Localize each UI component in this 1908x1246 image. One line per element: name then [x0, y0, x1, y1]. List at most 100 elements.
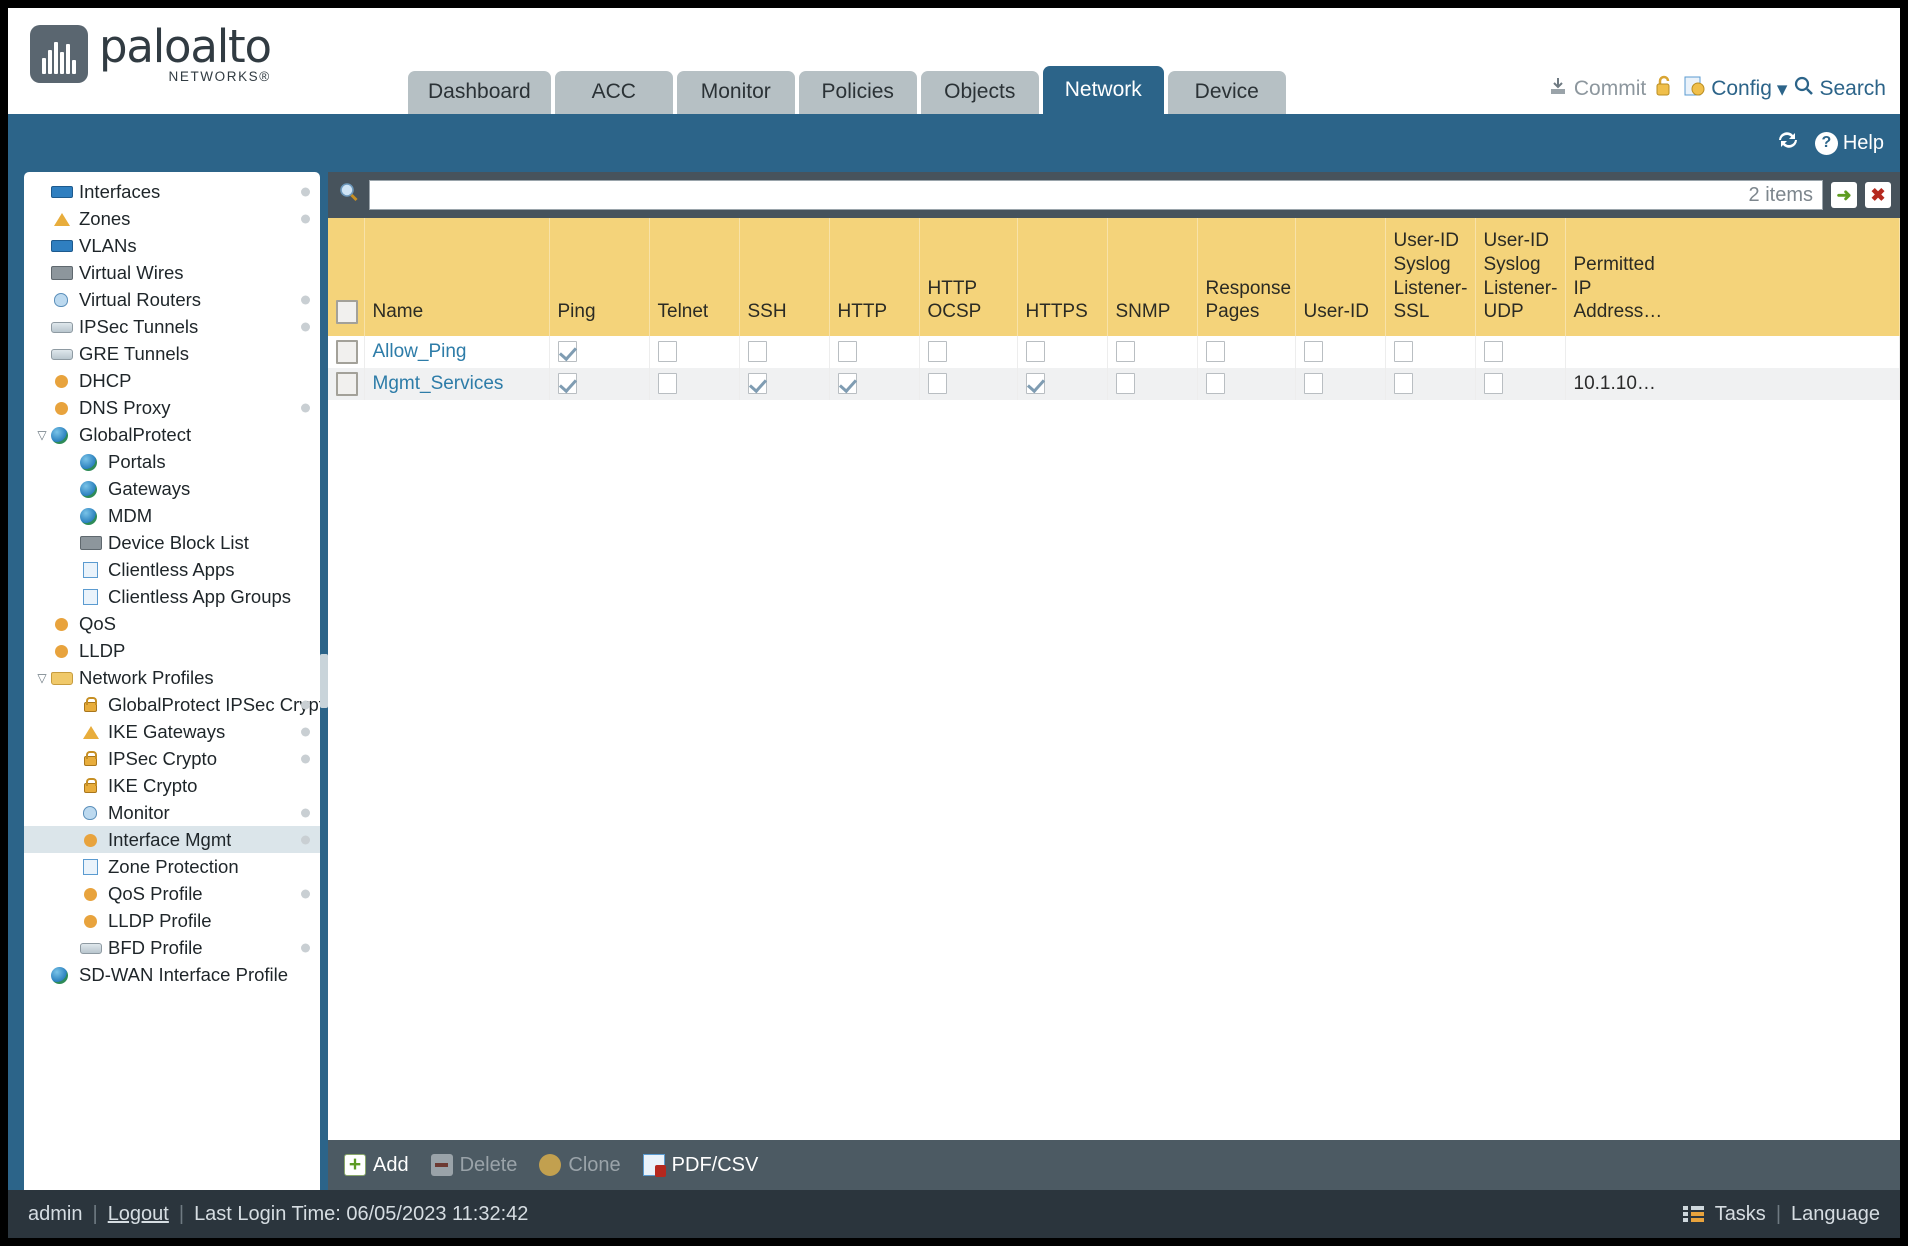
row-select-cell[interactable] [328, 368, 365, 400]
splitter-grip[interactable] [320, 654, 328, 708]
cell-syslog-ssl[interactable] [1385, 336, 1476, 368]
sidebar-item-ipsec-crypto[interactable]: IPSec Crypto [24, 745, 320, 772]
expand-collapse-icon[interactable]: ▽ [37, 427, 47, 442]
column-header-https[interactable]: HTTPS [1017, 218, 1108, 336]
cell-ping[interactable] [549, 368, 650, 400]
row-select-checkbox[interactable] [336, 372, 358, 396]
ssh-checkbox[interactable] [747, 373, 767, 395]
cell-name[interactable]: Allow_Ping [364, 336, 550, 368]
tab-monitor[interactable]: Monitor [676, 71, 795, 114]
ping-checkbox[interactable] [557, 341, 577, 363]
sidebar-item-zone-protection[interactable]: Zone Protection [24, 853, 320, 880]
sidebar-item-virtual-routers[interactable]: Virtual Routers [24, 286, 320, 313]
filter-input[interactable] [370, 182, 1749, 208]
sidebar-item-dns-proxy[interactable]: DNS Proxy [24, 394, 320, 421]
cell-ping[interactable] [549, 336, 650, 368]
sidebar-item-zones[interactable]: Zones [24, 205, 320, 232]
cell-syslog-udp[interactable] [1475, 368, 1566, 400]
column-header-http-ocsp[interactable]: HTTP OCSP [919, 218, 1018, 336]
tab-dashboard[interactable]: Dashboard [408, 71, 551, 114]
clear-filter-icon[interactable]: ✖ [1865, 182, 1891, 208]
column-header-user-id[interactable]: User-ID [1295, 218, 1386, 336]
sidebar-item-network-profiles[interactable]: ▽ Network Profiles [24, 664, 320, 691]
row-select-cell[interactable] [328, 336, 365, 368]
tab-objects[interactable]: Objects [920, 71, 1039, 114]
logout-link[interactable]: Logout [107, 1202, 169, 1225]
sidebar-item-sd-wan-interface-profile[interactable]: SD-WAN Interface Profile [24, 961, 320, 988]
sidebar-item-lldp-profile[interactable]: LLDP Profile [24, 907, 320, 934]
sidebar-item-lldp[interactable]: LLDP [24, 637, 320, 664]
search-button[interactable]: Search [1794, 76, 1886, 102]
sidebar-item-ike-crypto[interactable]: IKE Crypto [24, 772, 320, 799]
column-header-name[interactable]: Name [364, 218, 550, 336]
table-row[interactable]: Allow_Ping [328, 336, 1900, 368]
unlock-icon[interactable] [1653, 74, 1675, 104]
column-header-snmp[interactable]: SNMP [1107, 218, 1198, 336]
sidebar-item-gre-tunnels[interactable]: GRE Tunnels [24, 340, 320, 367]
cell-http[interactable] [829, 336, 920, 368]
column-header-syslog-ssl[interactable]: User-ID Syslog Listener- SSL [1385, 218, 1476, 336]
https-checkbox[interactable] [1025, 341, 1045, 363]
sidebar-item-interface-mgmt[interactable]: Interface Mgmt [24, 826, 320, 853]
sidebar-item-mdm[interactable]: MDM [24, 502, 320, 529]
cell-response-pages[interactable] [1197, 336, 1296, 368]
tab-device[interactable]: Device [1167, 71, 1286, 114]
tab-network[interactable]: Network [1042, 66, 1164, 114]
sidebar-item-device-block-list[interactable]: Device Block List [24, 529, 320, 556]
snmp-checkbox[interactable] [1115, 341, 1135, 363]
sidebar-item-interfaces[interactable]: Interfaces [24, 178, 320, 205]
https-checkbox[interactable] [1025, 373, 1045, 395]
sidebar-item-globalprotect[interactable]: ▽ GlobalProtect [24, 421, 320, 448]
main-nav-tabs[interactable]: Dashboard ACC Monitor Policies Objects N… [408, 66, 1290, 114]
telnet-checkbox[interactable] [657, 341, 677, 363]
telnet-checkbox[interactable] [657, 373, 677, 395]
cell-https[interactable] [1017, 368, 1108, 400]
expand-collapse-icon[interactable]: ▽ [37, 670, 47, 685]
sidebar-item-virtual-wires[interactable]: Virtual Wires [24, 259, 320, 286]
sidebar-item-qos[interactable]: QoS [24, 610, 320, 637]
column-header-ssh[interactable]: SSH [739, 218, 830, 336]
select-all-checkbox[interactable] [336, 300, 358, 324]
ssh-checkbox[interactable] [747, 341, 767, 363]
cell-response-pages[interactable] [1197, 368, 1296, 400]
cell-snmp[interactable] [1107, 368, 1198, 400]
clone-button[interactable]: Clone [539, 1154, 621, 1177]
http-checkbox[interactable] [837, 341, 857, 363]
user-id-checkbox[interactable] [1303, 373, 1323, 395]
cell-user-id[interactable] [1295, 368, 1386, 400]
sidebar-item-dhcp[interactable]: DHCP [24, 367, 320, 394]
commit-button[interactable]: Commit [1547, 75, 1646, 103]
syslog-ssl-checkbox[interactable] [1393, 373, 1413, 395]
response-pages-checkbox[interactable] [1205, 373, 1225, 395]
profile-name-link[interactable]: Allow_Ping [372, 341, 467, 362]
column-header-telnet[interactable]: Telnet [649, 218, 740, 336]
refresh-button[interactable] [1775, 129, 1801, 157]
sidebar-item-qos-profile[interactable]: QoS Profile [24, 880, 320, 907]
cell-ssh[interactable] [739, 368, 830, 400]
column-header-permitted-ip[interactable]: Permitted IP Address… [1565, 218, 1900, 336]
config-dropdown[interactable]: Config ▾ [1682, 74, 1787, 104]
sidebar-item-portals[interactable]: Portals [24, 448, 320, 475]
pdf-csv-button[interactable]: PDF/CSV [642, 1154, 758, 1177]
tab-policies[interactable]: Policies [798, 71, 917, 114]
delete-button[interactable]: Delete [430, 1154, 517, 1177]
column-header-syslog-udp[interactable]: User-ID Syslog Listener- UDP [1475, 218, 1566, 336]
response-pages-checkbox[interactable] [1205, 341, 1225, 363]
sidebar-item-vlans[interactable]: VLANs [24, 232, 320, 259]
apply-filter-icon[interactable]: ➜ [1831, 182, 1857, 208]
select-all-header[interactable] [328, 218, 365, 336]
row-select-checkbox[interactable] [336, 340, 358, 364]
column-header-ping[interactable]: Ping [549, 218, 650, 336]
language-link[interactable]: Language [1791, 1202, 1880, 1225]
sidebar-item-monitor[interactable]: Monitor [24, 799, 320, 826]
cell-name[interactable]: Mgmt_Services [364, 368, 550, 400]
add-button[interactable]: Add [344, 1154, 409, 1177]
tasks-link[interactable]: Tasks [1714, 1202, 1766, 1225]
cell-http-ocsp[interactable] [919, 368, 1018, 400]
cell-https[interactable] [1017, 336, 1108, 368]
sidebar-item-bfd-profile[interactable]: BFD Profile [24, 934, 320, 961]
snmp-checkbox[interactable] [1115, 373, 1135, 395]
table-row[interactable]: Mgmt_Services 10.1.10… [328, 368, 1900, 400]
sidebar-item-globalprotect-ipsec-crypto[interactable]: GlobalProtect IPSec Crypto [24, 691, 320, 718]
http-ocsp-checkbox[interactable] [927, 373, 947, 395]
